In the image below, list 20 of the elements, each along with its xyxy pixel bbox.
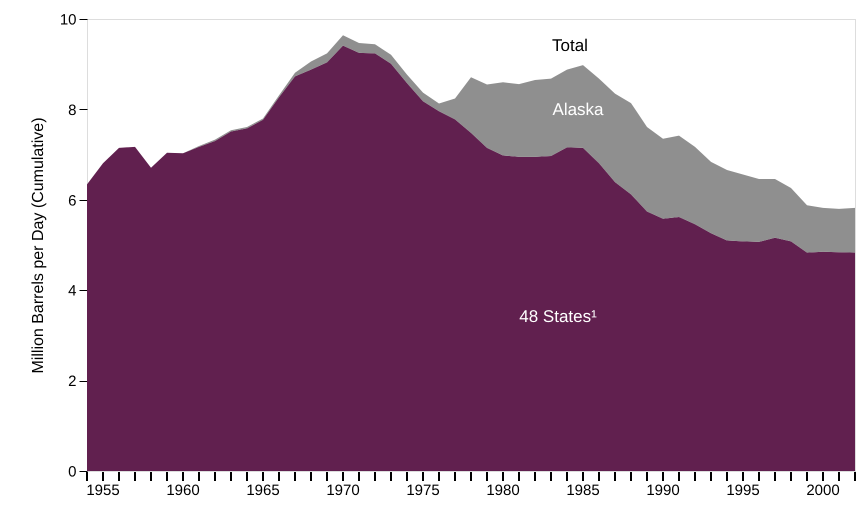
annotation: Total: [552, 36, 588, 55]
x-tick-label: 1965: [246, 482, 280, 499]
x-tick-label: 2000: [806, 482, 840, 499]
y-tick-label: 10: [60, 12, 76, 28]
x-tick-label: 1975: [406, 482, 440, 499]
x-tick-label: 1990: [646, 482, 680, 499]
annotation: Alaska: [552, 100, 604, 119]
annotation: 48 States¹: [519, 307, 598, 326]
x-tick-label: 1980: [486, 482, 520, 499]
y-tick-label: 8: [68, 102, 76, 119]
x-tick-label: 1985: [566, 482, 600, 499]
y-tick-label: 4: [68, 282, 76, 300]
y-tick-label: 6: [68, 192, 76, 210]
x-tick-label: 1960: [166, 482, 200, 499]
x-tick-label: 1995: [726, 482, 760, 499]
x-tick-label: 1970: [326, 482, 360, 499]
x-tick-label: 1955: [86, 482, 120, 499]
y-tick-label: 2: [68, 373, 76, 390]
y-tick-label: 0: [68, 464, 76, 480]
y-axis-title: Million Barrels per Day (Cumulative): [30, 117, 47, 374]
